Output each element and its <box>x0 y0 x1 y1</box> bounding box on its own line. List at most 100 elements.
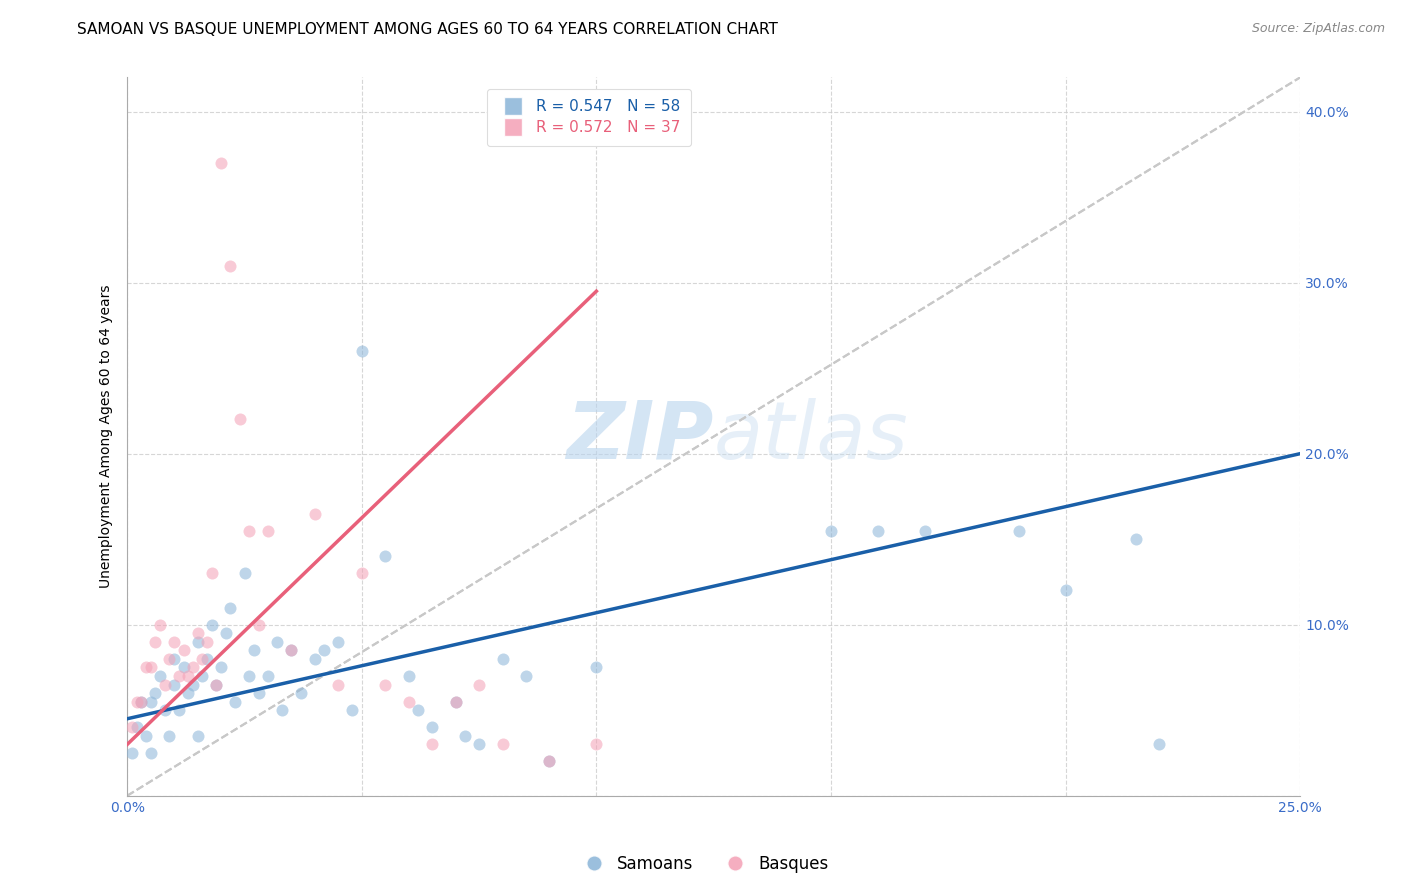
Point <box>454 729 477 743</box>
Point <box>145 634 167 648</box>
Point <box>866 524 889 538</box>
Point <box>215 626 238 640</box>
Point <box>585 738 607 752</box>
Point <box>219 259 242 273</box>
Point <box>420 720 443 734</box>
Point <box>820 524 842 538</box>
Point <box>209 156 232 170</box>
Point <box>257 669 280 683</box>
Point <box>444 695 467 709</box>
Text: atlas: atlas <box>714 398 908 475</box>
Point <box>1125 532 1147 546</box>
Point <box>219 600 242 615</box>
Point <box>238 669 260 683</box>
Point <box>181 660 204 674</box>
Point <box>406 703 429 717</box>
Point <box>167 703 190 717</box>
Point <box>350 566 373 581</box>
Point <box>491 652 513 666</box>
Point <box>266 634 288 648</box>
Point <box>1054 583 1077 598</box>
Point <box>238 524 260 538</box>
Point <box>398 695 420 709</box>
Point <box>187 729 209 743</box>
Point <box>290 686 312 700</box>
Point <box>398 669 420 683</box>
Point <box>247 686 270 700</box>
Point <box>444 695 467 709</box>
Point <box>195 652 218 666</box>
Point <box>468 677 491 691</box>
Point <box>201 566 224 581</box>
Point <box>159 729 181 743</box>
Point <box>468 738 491 752</box>
Point <box>187 626 209 640</box>
Point <box>153 677 176 691</box>
Point <box>374 677 396 691</box>
Point <box>1149 738 1171 752</box>
Text: ZIP: ZIP <box>567 398 714 475</box>
Point <box>201 617 224 632</box>
Point <box>1007 524 1029 538</box>
Point <box>163 677 186 691</box>
Point <box>131 695 153 709</box>
Point <box>328 677 350 691</box>
Point <box>914 524 936 538</box>
Point <box>125 695 148 709</box>
Point <box>139 746 162 760</box>
Point <box>163 634 186 648</box>
Point <box>538 755 561 769</box>
Point <box>243 643 266 657</box>
Point <box>125 720 148 734</box>
Point <box>159 652 181 666</box>
Point <box>121 720 143 734</box>
Point <box>187 634 209 648</box>
Point <box>257 524 280 538</box>
Point <box>135 729 157 743</box>
Point <box>205 677 228 691</box>
Point <box>304 652 326 666</box>
Point <box>131 695 153 709</box>
Point <box>205 677 228 691</box>
Point <box>374 549 396 564</box>
Point <box>163 652 186 666</box>
Point <box>173 643 195 657</box>
Point <box>491 738 513 752</box>
Point <box>585 660 607 674</box>
Text: SAMOAN VS BASQUE UNEMPLOYMENT AMONG AGES 60 TO 64 YEARS CORRELATION CHART: SAMOAN VS BASQUE UNEMPLOYMENT AMONG AGES… <box>77 22 778 37</box>
Point <box>167 669 190 683</box>
Point <box>229 412 252 426</box>
Point <box>153 703 176 717</box>
Legend: R = 0.547   N = 58, R = 0.572   N = 37: R = 0.547 N = 58, R = 0.572 N = 37 <box>486 88 690 146</box>
Point <box>314 643 336 657</box>
Y-axis label: Unemployment Among Ages 60 to 64 years: Unemployment Among Ages 60 to 64 years <box>100 285 114 589</box>
Point <box>177 669 200 683</box>
Point <box>195 634 218 648</box>
Point <box>515 669 537 683</box>
Point <box>209 660 232 674</box>
Point <box>181 677 204 691</box>
Point <box>271 703 294 717</box>
Point <box>280 643 302 657</box>
Point <box>145 686 167 700</box>
Point <box>280 643 302 657</box>
Point <box>177 686 200 700</box>
Point <box>304 507 326 521</box>
Point <box>224 695 246 709</box>
Point <box>173 660 195 674</box>
Point <box>121 746 143 760</box>
Point <box>149 669 172 683</box>
Point <box>420 738 443 752</box>
Point <box>135 660 157 674</box>
Point <box>342 703 364 717</box>
Point <box>350 344 373 359</box>
Point <box>247 617 270 632</box>
Point <box>191 669 214 683</box>
Text: Source: ZipAtlas.com: Source: ZipAtlas.com <box>1251 22 1385 36</box>
Point <box>191 652 214 666</box>
Point <box>328 634 350 648</box>
Point <box>139 660 162 674</box>
Point <box>149 617 172 632</box>
Point <box>139 695 162 709</box>
Point <box>538 755 561 769</box>
